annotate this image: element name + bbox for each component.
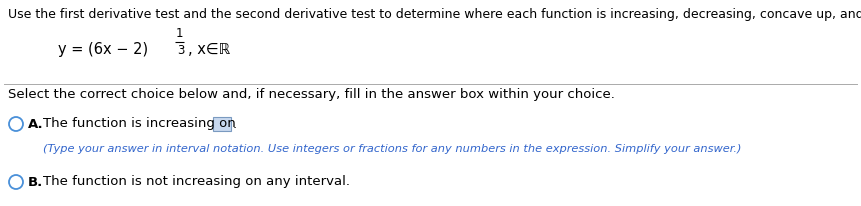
Text: .: . (233, 117, 237, 130)
Bar (213, 117, 231, 131)
Text: Use the first derivative test and the second derivative test to determine where : Use the first derivative test and the se… (8, 8, 861, 21)
Text: B.: B. (28, 176, 43, 188)
Text: , x∈ℝ: , x∈ℝ (188, 42, 230, 57)
Text: A.: A. (28, 117, 44, 130)
Text: 1: 1 (176, 27, 183, 40)
Text: y = (6x − 2): y = (6x − 2) (58, 42, 148, 57)
Text: 3: 3 (177, 44, 184, 57)
Text: Select the correct choice below and, if necessary, fill in the answer box within: Select the correct choice below and, if … (8, 88, 615, 101)
Text: The function is increasing on: The function is increasing on (43, 117, 236, 130)
Text: The function is not increasing on any interval.: The function is not increasing on any in… (43, 176, 350, 188)
Text: (Type your answer in interval notation. Use integers or fractions for any number: (Type your answer in interval notation. … (43, 144, 741, 154)
